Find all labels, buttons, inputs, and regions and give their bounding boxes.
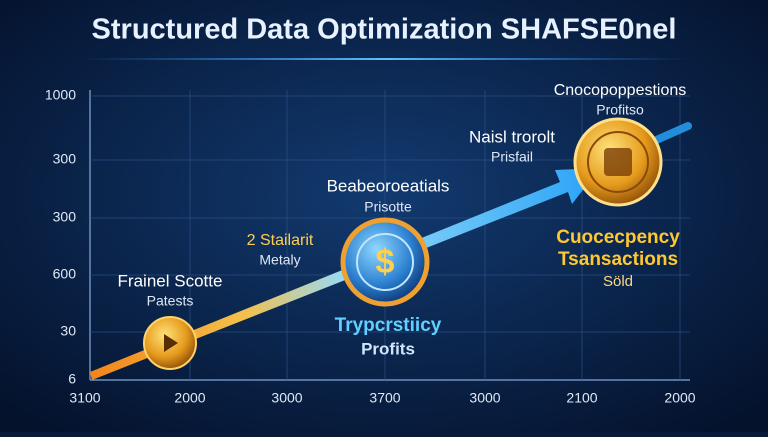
y-axis-label: 30 (60, 323, 76, 339)
x-axis-label: 3000 (469, 390, 500, 406)
coin-icon (604, 148, 632, 176)
y-axis-label: 300 (53, 151, 77, 167)
annotation: Naisl trorolt (469, 127, 555, 146)
annotation: Beabeoroeatials (327, 176, 450, 195)
annotation: Tsansactions (558, 249, 678, 270)
x-axis-label: 2000 (174, 390, 205, 406)
annotation: Patests (147, 293, 194, 309)
coin-symbol: $ (376, 243, 395, 281)
y-axis-label: 1000 (45, 87, 76, 103)
x-axis-label: 3000 (271, 390, 302, 406)
annotation: 2 Stailarit (247, 232, 314, 249)
coin (340, 217, 430, 307)
annotation: Metaly (259, 252, 300, 268)
x-axis-label: 3700 (369, 390, 400, 406)
annotation: Profitso (596, 102, 644, 118)
title: Structured Data Optimization SHAFSE0nel (92, 14, 677, 46)
coin-ring (356, 233, 414, 291)
x-axis-label: 2000 (664, 390, 695, 406)
annotation: Profits (361, 339, 415, 358)
annotation: Prisotte (364, 199, 412, 215)
annotation: Prisfail (491, 149, 533, 165)
annotation: Trypcrstiicy (335, 315, 442, 336)
x-axis-label: 2100 (566, 390, 597, 406)
coin-icon (164, 334, 178, 352)
title-underline (80, 58, 690, 60)
annotation: Söld (603, 273, 633, 290)
coin-ring (587, 131, 649, 193)
y-axis-label: 6 (68, 371, 76, 387)
annotation: Cuocecpency (556, 227, 680, 248)
x-axis-label: 3100 (69, 390, 100, 406)
annotation: Frainel Scotte (118, 271, 223, 290)
y-axis-label: 300 (53, 209, 77, 225)
y-axis-label: 600 (53, 266, 77, 282)
annotation: Cnocopoppestions (554, 82, 687, 99)
